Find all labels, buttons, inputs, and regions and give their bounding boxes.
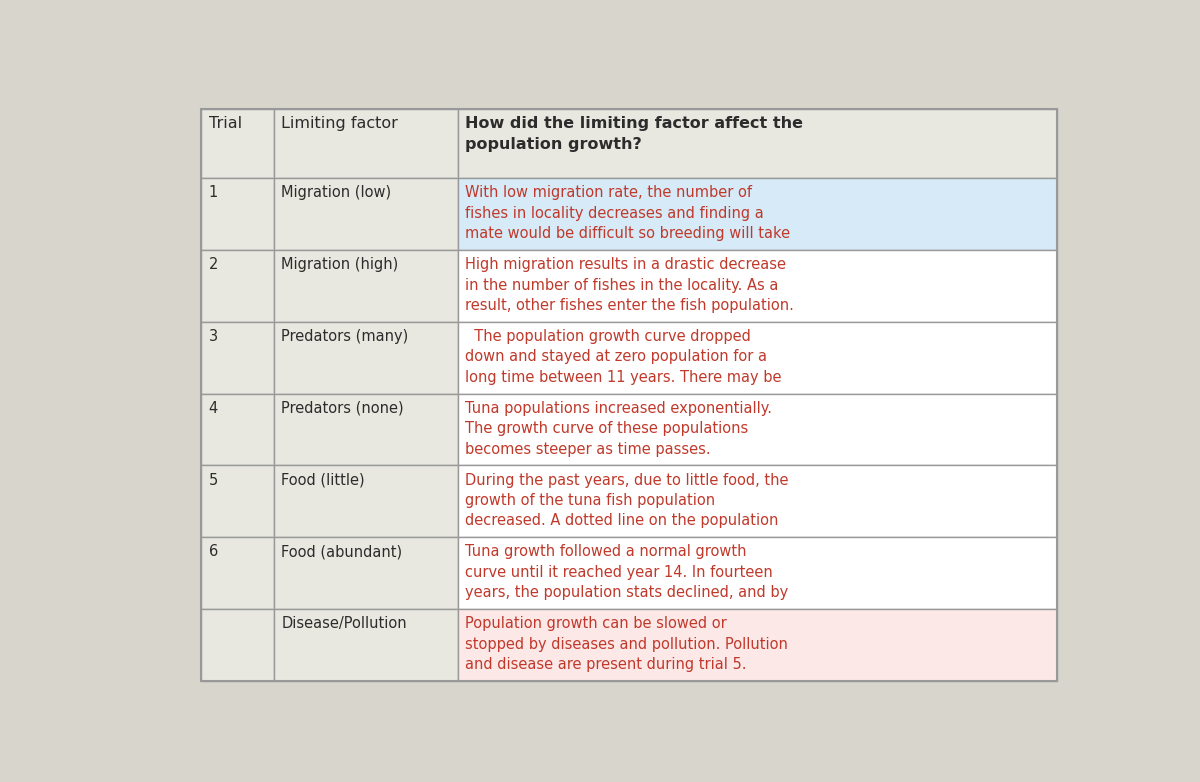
Bar [274, 250, 458, 322]
Bar [458, 465, 1057, 537]
Text: Population growth can be slowed or
stopped by diseases and pollution. Pollution
: Population growth can be slowed or stopp… [466, 616, 788, 672]
Text: Tuna populations increased exponentially.
The growth curve of these populations
: Tuna populations increased exponentially… [466, 401, 773, 457]
Text: Migration (high): Migration (high) [281, 257, 398, 272]
Text: Food (little): Food (little) [281, 472, 365, 488]
Bar [274, 465, 458, 537]
Bar [274, 537, 458, 609]
Text: Predators (none): Predators (none) [281, 401, 404, 416]
Text: How did the limiting factor affect the
population growth?: How did the limiting factor affect the p… [466, 116, 803, 152]
Text: Migration (low): Migration (low) [281, 185, 391, 200]
Text: 4: 4 [209, 401, 218, 416]
Text: High migration results in a drastic decrease
in the number of fishes in the loca: High migration results in a drastic decr… [466, 257, 794, 313]
Bar [274, 393, 458, 465]
Bar [202, 178, 274, 250]
Bar [458, 609, 1057, 681]
Bar [202, 609, 274, 681]
Bar [274, 178, 458, 250]
Bar [202, 465, 274, 537]
Bar [202, 109, 274, 178]
Bar [274, 322, 458, 393]
Text: 5: 5 [209, 472, 218, 488]
Text: 3: 3 [209, 329, 217, 344]
Bar [202, 537, 274, 609]
Bar [202, 250, 274, 322]
Bar [458, 537, 1057, 609]
Bar [202, 393, 274, 465]
Bar [458, 109, 1057, 178]
Text: Tuna growth followed a normal growth
curve until it reached year 14. In fourteen: Tuna growth followed a normal growth cur… [466, 544, 788, 601]
Bar [458, 322, 1057, 393]
Text: During the past years, due to little food, the
growth of the tuna fish populatio: During the past years, due to little foo… [466, 472, 788, 529]
Text: Limiting factor: Limiting factor [281, 116, 398, 131]
Text: 1: 1 [209, 185, 218, 200]
Text: Disease/Pollution: Disease/Pollution [281, 616, 407, 631]
Bar [458, 178, 1057, 250]
Bar [458, 393, 1057, 465]
Bar [202, 322, 274, 393]
Bar [274, 609, 458, 681]
Text: The population growth curve dropped
down and stayed at zero population for a
lon: The population growth curve dropped down… [466, 329, 781, 385]
Text: Predators (many): Predators (many) [281, 329, 408, 344]
Bar [458, 250, 1057, 322]
Text: Food (abundant): Food (abundant) [281, 544, 402, 559]
Text: 6: 6 [209, 544, 218, 559]
Text: Trial: Trial [209, 116, 241, 131]
Bar [274, 109, 458, 178]
Text: With low migration rate, the number of
fishes in locality decreases and finding : With low migration rate, the number of f… [466, 185, 791, 241]
Text: 2: 2 [209, 257, 218, 272]
